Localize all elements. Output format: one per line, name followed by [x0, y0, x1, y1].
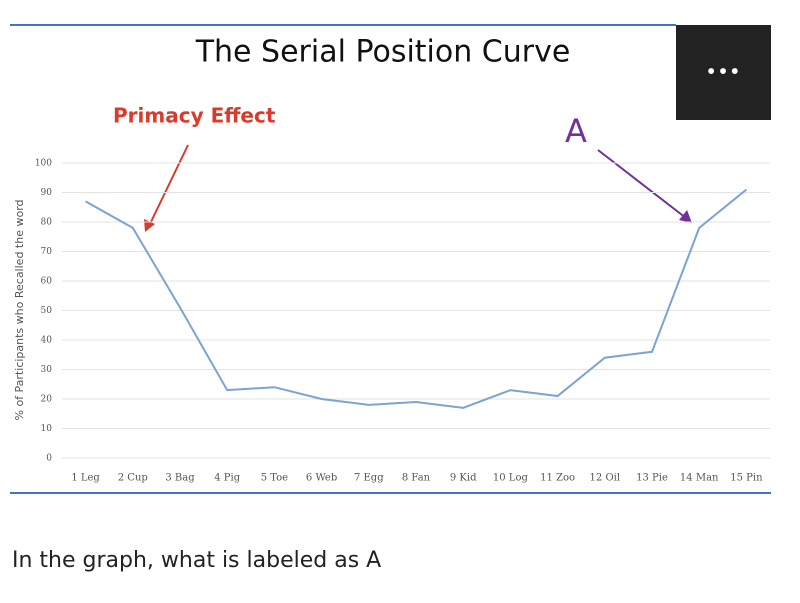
x-tick-label: 12 Oil: [590, 473, 621, 484]
x-tick-label: 2 Cup: [118, 473, 148, 484]
chart-title: The Serial Position Curve: [195, 35, 571, 70]
annotation-arrow: [148, 144, 189, 227]
y-tick-label: 30: [41, 365, 53, 375]
x-tick-label: 15 Pin: [730, 473, 763, 484]
arrow-head: [679, 210, 692, 223]
y-tick-label: 40: [41, 336, 53, 346]
annotation: A: [565, 112, 587, 150]
x-tick-label: 14 Man: [680, 473, 719, 484]
annotation-arrow: [597, 149, 687, 219]
x-tick-label: 3 Bag: [165, 473, 195, 484]
x-tick-label: 8 Fan: [402, 473, 431, 484]
arrow-head: [144, 219, 155, 232]
annotation: Primacy Effect: [113, 104, 276, 128]
x-tick-label: 5 Toe: [261, 473, 288, 484]
y-tick-label: 100: [35, 159, 52, 169]
y-tick-label: 60: [41, 277, 53, 287]
x-tick-label: 6 Web: [306, 473, 337, 484]
x-tick-label: 1 Leg: [71, 473, 100, 484]
x-tick-label: 7 Egg: [354, 473, 384, 484]
menu-button-label[interactable]: •••: [705, 60, 740, 84]
question: In the graph, what is labeled as A: [12, 548, 381, 573]
x-tick-label: 11 Zoo: [540, 473, 575, 484]
x-tick-label: 4 Pig: [214, 473, 240, 484]
y-tick-label: 50: [41, 306, 53, 316]
y-tick-label: 20: [41, 395, 53, 405]
y-tick-label: 90: [41, 188, 53, 198]
data-line: [85, 188, 748, 409]
x-tick-label: 10 Log: [493, 473, 529, 484]
x-tick-label: 9 Kid: [450, 473, 477, 484]
y-tick-label: 10: [41, 424, 53, 434]
y-tick-label: 0: [46, 454, 52, 464]
y-tick-label: 70: [41, 247, 53, 257]
menu-button[interactable]: [676, 25, 771, 120]
x-tick-label: 13 Pie: [636, 473, 668, 484]
y-tick-label: 80: [41, 218, 53, 228]
y-axis-label: % of Participants who Recalled the word: [13, 199, 26, 420]
